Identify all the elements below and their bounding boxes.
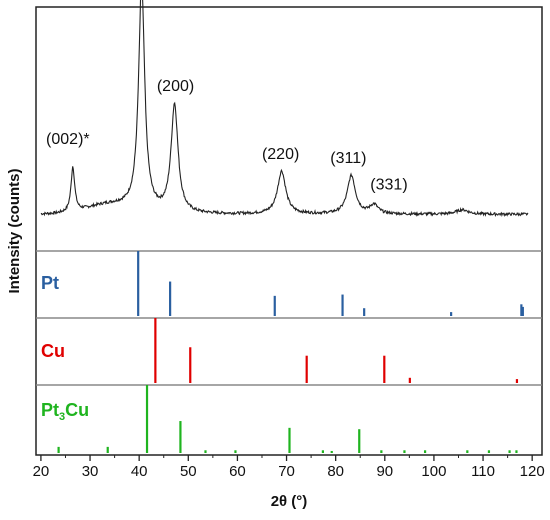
x-axis: 20 30 40 50 60 70 80 90 100 110 120 [33, 455, 545, 480]
x-tick-label: 100 [421, 463, 446, 480]
peak-label: (002)* [46, 131, 90, 148]
x-tick-label: 60 [229, 463, 246, 480]
x-tick-label: 20 [33, 463, 50, 480]
reference-patterns: Pt Cu Pt3Cu [41, 251, 524, 453]
x-tick-label: 40 [131, 463, 148, 480]
peak-label: (220) [262, 146, 299, 163]
peak-label: (200) [157, 78, 194, 95]
x-tick-label: 70 [278, 463, 295, 480]
reference-pattern-cu: Cu [41, 318, 519, 383]
experimental-pattern: (002)*(111)(200)(220)(311)(331) [40, 0, 529, 217]
reference-pattern-pt3cu: Pt3Cu [41, 385, 518, 453]
x-tick-label: 30 [82, 463, 99, 480]
reference-label-pt: Pt [41, 273, 59, 293]
plot-frame [35, 6, 543, 456]
x-tick-label: 80 [327, 463, 344, 480]
x-tick-label: 90 [376, 463, 393, 480]
x-tick-label: 50 [180, 463, 197, 480]
peak-label: (331) [370, 176, 407, 193]
x-axis-title: 2θ (°) [271, 493, 308, 510]
experimental-curve [40, 0, 529, 217]
x-tick-label: 120 [520, 463, 545, 480]
reference-pattern-pt: Pt [41, 251, 524, 316]
reference-label-pt3cu: Pt3Cu [41, 400, 89, 423]
x-tick-label: 110 [471, 463, 495, 480]
y-axis-title: Intensity (counts) [6, 168, 23, 293]
reference-label-cu: Cu [41, 341, 65, 361]
peak-label: (311) [330, 150, 366, 167]
